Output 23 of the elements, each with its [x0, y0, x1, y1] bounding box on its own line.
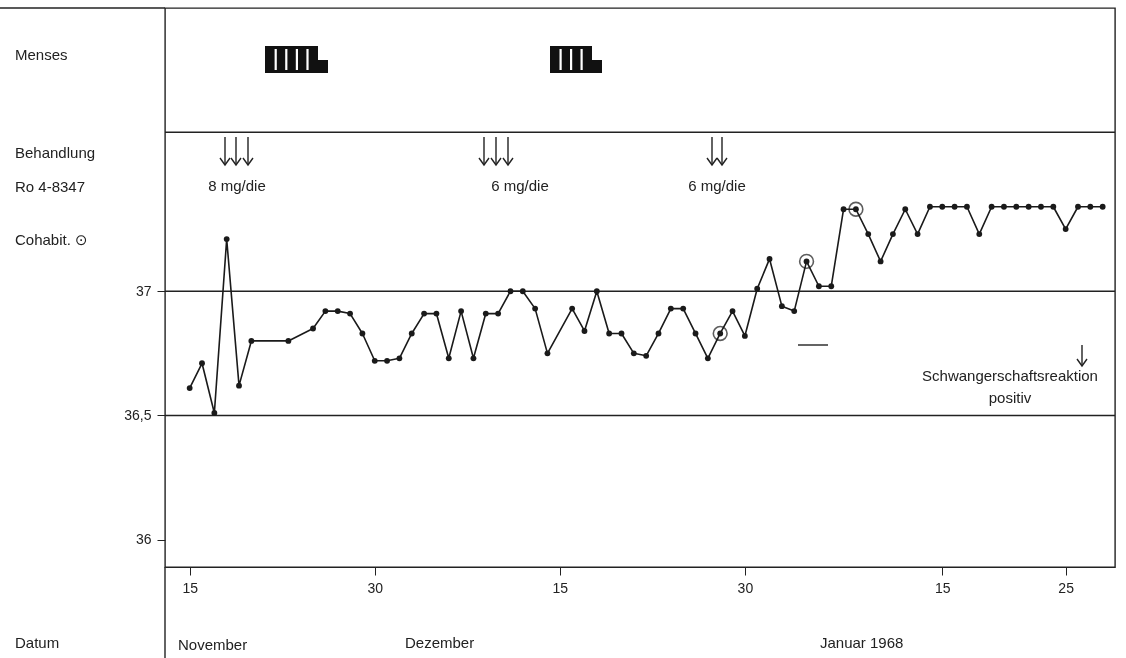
y-tick-label: 37: [135, 282, 152, 299]
text: Datum: [15, 634, 60, 651]
annotation: Schwangerschaftsreaktion positiv: [922, 367, 1098, 406]
x-tick-label: 15: [934, 579, 951, 596]
point: [798, 253, 815, 270]
annotation: 8 mg/die: [208, 177, 266, 194]
x-tick-label: 30: [367, 579, 384, 596]
text: Januar 1968: [820, 634, 904, 651]
text: Dezember: [405, 634, 475, 651]
y-tick-label: 36: [135, 531, 152, 548]
annotation: 6 mg/die: [688, 177, 746, 194]
x-tick-label: 15: [182, 579, 199, 596]
text: Behandlung: [15, 144, 96, 161]
x-tick-label: 15: [552, 579, 569, 596]
annotation: 6 mg/die: [491, 177, 549, 194]
text: Menses: [15, 46, 68, 63]
point: [848, 201, 864, 217]
text: Cohabit. ⊙: [15, 231, 88, 248]
x-tick-label: 30: [737, 579, 754, 596]
text: Ro 4-8347: [15, 178, 86, 195]
y-tick-label: 36,5: [124, 406, 152, 423]
text: November: [178, 636, 248, 653]
x-tick-label: 25: [1058, 579, 1075, 596]
